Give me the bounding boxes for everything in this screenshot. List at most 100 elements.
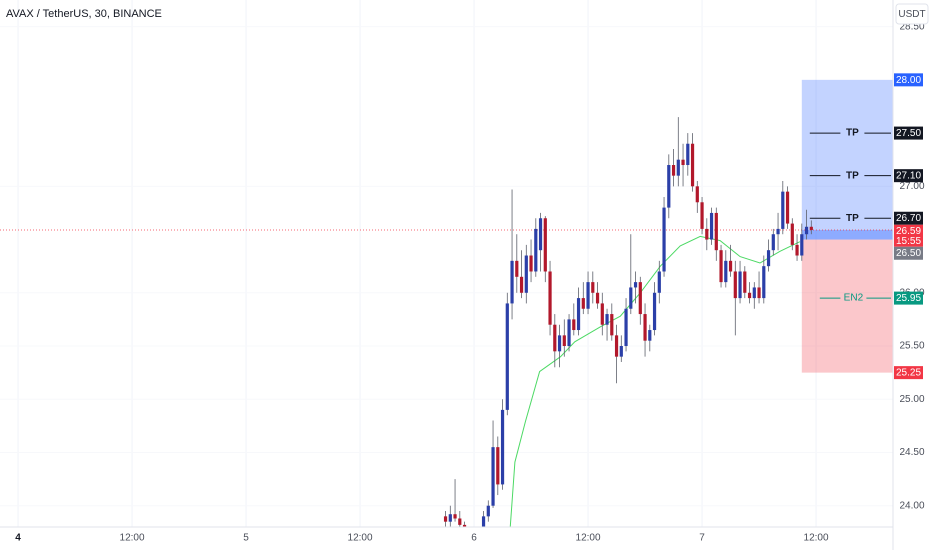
candle-body xyxy=(524,255,528,293)
candle-body xyxy=(757,287,761,299)
candle-body xyxy=(614,335,619,357)
candle-body xyxy=(643,314,647,341)
axes: 4 12:00 5 12:00 6 12:00 7 12:00 24.00 24.50 25.00 2… xyxy=(15,21,925,543)
candle-body xyxy=(458,518,462,525)
candle-body xyxy=(500,409,505,485)
candle-body xyxy=(443,516,448,522)
candle-body xyxy=(762,266,766,299)
price-tag-label: 26.50 xyxy=(896,248,921,259)
candle-body xyxy=(800,234,804,256)
candle-body xyxy=(714,212,718,251)
grid xyxy=(17,0,817,527)
candle-body xyxy=(733,271,737,299)
candle-body xyxy=(676,159,680,176)
candle-body xyxy=(690,143,695,187)
plot-area: TP TP TP EN2 xyxy=(0,79,893,548)
x-tick-label: 12:00 xyxy=(804,533,829,544)
price-tag xyxy=(894,169,923,183)
candle-body xyxy=(804,226,809,235)
candle-body xyxy=(586,282,590,309)
candle-body xyxy=(771,234,775,251)
candle-body xyxy=(652,292,657,331)
candle-body xyxy=(695,186,699,203)
x-tick-label: 6 xyxy=(471,533,477,544)
price-tag-label: 28.00 xyxy=(896,75,921,86)
candle-body xyxy=(629,287,633,309)
candle-body xyxy=(785,191,790,224)
candle-body xyxy=(572,319,576,331)
currency-button[interactable] xyxy=(895,3,929,25)
candle-body xyxy=(515,260,519,277)
candle-body xyxy=(486,505,490,517)
price-tag-label: 27.50 xyxy=(896,128,921,139)
candle-body xyxy=(648,330,652,341)
candle-body xyxy=(671,165,676,176)
candle-body xyxy=(505,303,509,410)
price-tag-label: 26.59 xyxy=(896,226,921,237)
open-pnl-zone xyxy=(801,229,893,240)
price-tag xyxy=(894,291,923,305)
candle-body xyxy=(681,159,685,166)
candle-body xyxy=(491,447,495,506)
price-tag-label: 26.70 xyxy=(896,213,921,224)
moving-average xyxy=(509,235,801,527)
currency-label[interactable]: USDT xyxy=(898,9,925,20)
candle-body xyxy=(472,543,475,548)
x-tick-label: 4 xyxy=(15,533,21,544)
x-tick-label: 5 xyxy=(243,533,249,544)
candle-body xyxy=(747,292,752,299)
candle-body xyxy=(538,218,543,251)
candle-body xyxy=(795,244,799,256)
tp-label: TP xyxy=(846,213,859,224)
candle-body xyxy=(638,282,642,315)
tp-label: TP xyxy=(846,170,859,181)
y-tick-label: 25.00 xyxy=(899,394,924,405)
price-tag-label: 25.95 xyxy=(896,293,921,304)
candle-body xyxy=(453,514,457,519)
candle-body xyxy=(686,143,690,166)
x-tick-label: 12:00 xyxy=(576,533,601,544)
candle-body xyxy=(448,514,452,522)
candle-body xyxy=(529,255,533,272)
candle-body xyxy=(667,165,671,208)
tp-label: TP xyxy=(846,128,859,139)
countdown-label: 15:55 xyxy=(896,236,921,247)
price-tag xyxy=(894,73,923,87)
y-tick-label: 25.50 xyxy=(899,341,924,352)
y-tick-label: 24.00 xyxy=(899,500,924,511)
candle-body xyxy=(519,276,524,293)
x-tick-label: 7 xyxy=(699,533,705,544)
candle-body xyxy=(709,212,714,240)
candle-body xyxy=(553,324,557,352)
candle-body xyxy=(605,314,609,325)
candle-body xyxy=(576,298,581,331)
candle-body xyxy=(809,226,813,230)
profit-zone xyxy=(801,79,893,240)
candle-body xyxy=(776,228,780,235)
x-tick-label: 12:00 xyxy=(120,533,145,544)
candle-body xyxy=(743,271,747,293)
candle-body xyxy=(662,207,666,272)
en2-label: EN2 xyxy=(844,293,864,304)
price-tag xyxy=(894,224,923,247)
candle-body xyxy=(595,292,600,304)
candle-body xyxy=(496,447,500,485)
candle-body xyxy=(738,271,742,299)
y-tick-label: 28.50 xyxy=(899,21,924,32)
y-tick-label: 24.50 xyxy=(899,447,924,458)
x-tick-label: 12:00 xyxy=(348,533,373,544)
candle-body xyxy=(781,191,785,229)
price-tag xyxy=(894,126,923,140)
candle-body xyxy=(581,298,585,309)
candle-body xyxy=(724,260,728,283)
loss-zone xyxy=(801,239,893,373)
candle-body xyxy=(600,303,604,325)
candle-body xyxy=(510,260,514,304)
candle-body xyxy=(591,282,595,293)
candle-body xyxy=(766,250,771,267)
price-tag xyxy=(894,246,923,260)
y-tick-label: 27.00 xyxy=(899,181,924,192)
candle-body xyxy=(619,346,623,357)
candle-body xyxy=(790,223,794,245)
